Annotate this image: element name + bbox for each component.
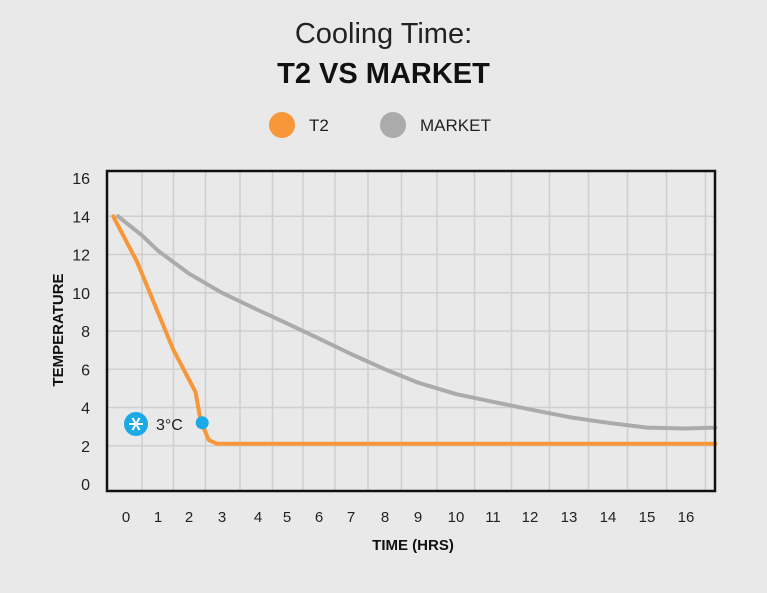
x-tick-label: 4 [254, 509, 262, 526]
x-tick-label: 11 [485, 509, 501, 526]
x-tick-label: 7 [347, 509, 355, 526]
x-tick-label: 2 [185, 509, 193, 526]
y-tick-label: 2 [81, 439, 90, 456]
x-tick-label: 16 [678, 509, 695, 526]
x-tick-label: 13 [561, 509, 578, 526]
y-axis-label: TEMPERATURE [50, 273, 67, 386]
x-tick-label: 0 [122, 509, 130, 526]
chart-subtitle: T2 VS MARKET [277, 58, 490, 90]
annotation-point [195, 416, 209, 430]
series-line-market [116, 214, 718, 431]
annotation-label: 3°C [156, 417, 183, 434]
series-line-t2 [111, 214, 718, 446]
x-tick-label: 14 [600, 509, 617, 526]
y-tick-label: 10 [72, 286, 90, 303]
y-tick-label: 0 [81, 477, 90, 494]
x-tick-label: 9 [414, 509, 422, 526]
legend-swatch-t2 [269, 112, 295, 138]
y-tick-label: 6 [81, 362, 90, 379]
x-axis-label: TIME (HRS) [372, 537, 454, 554]
y-tick-label: 12 [72, 248, 90, 265]
legend-label: T2 [309, 116, 329, 135]
x-tick-label: 12 [522, 509, 539, 526]
x-tick-label: 5 [283, 509, 291, 526]
x-tick-label: 8 [381, 509, 389, 526]
legend-swatch-market [380, 112, 406, 138]
y-tick-label: 8 [81, 324, 90, 341]
x-tick-label: 1 [154, 509, 162, 526]
y-tick-label: 4 [81, 401, 90, 418]
legend-label: MARKET [420, 116, 491, 135]
x-tick-label: 3 [218, 509, 226, 526]
x-tick-label: 6 [315, 509, 323, 526]
x-tick-label: 10 [448, 509, 465, 526]
chart-title: Cooling Time: [294, 18, 473, 50]
x-tick-label: 15 [639, 509, 656, 526]
y-tick-label: 14 [72, 209, 90, 226]
snowflake-icon [124, 412, 148, 436]
y-tick-label: 16 [72, 171, 90, 188]
plot-border [105, 169, 717, 493]
